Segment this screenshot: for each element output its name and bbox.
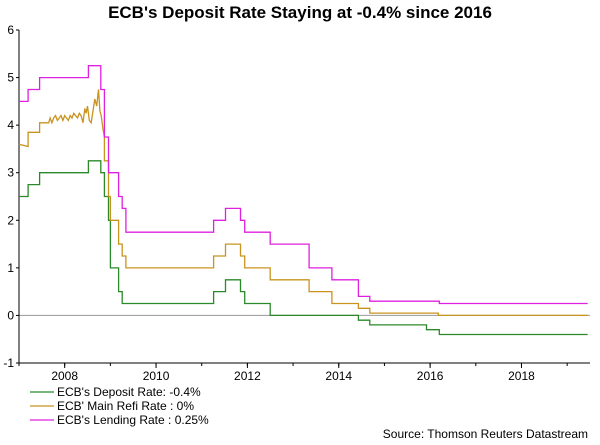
y-tick-label: 3 (7, 166, 14, 180)
source-note: Source: Thomson Reuters Datastream (382, 427, 588, 441)
x-tick-label: 2016 (417, 369, 444, 383)
y-tick-label: 1 (7, 261, 14, 275)
y-tick-label: 2 (7, 213, 14, 227)
series-line-1 (19, 160, 588, 336)
x-tick-label: 2014 (325, 369, 352, 383)
axes: -1 0 1 2 3 4 5 6 2008 2010 2012 2014 2016 2018 (3, 23, 590, 383)
y-tick-label: 0 (7, 308, 14, 322)
x-tick-label: 2018 (508, 369, 535, 383)
legend-label-1: ECB's Deposit Rate: -0.4% (57, 385, 201, 399)
legend-label-2: ECB' Main Refi Rate : 0% (57, 399, 194, 413)
y-tick-label: 5 (7, 71, 14, 85)
chart-title: ECB's Deposit Rate Staying at -0.4% sinc… (108, 3, 492, 22)
series-line-2 (18, 89, 588, 317)
x-tick-label: 2012 (234, 369, 261, 383)
series-line-3 (19, 65, 588, 305)
x-tick-label: 2008 (51, 369, 78, 383)
x-tick-label: 2010 (143, 369, 170, 383)
legend: ECB's Deposit Rate: -0.4%ECB' Main Refi … (30, 385, 209, 427)
series-layer (18, 65, 588, 336)
y-tick-label: 4 (7, 118, 14, 132)
y-tick-label: 6 (7, 23, 14, 37)
y-tick-label: -1 (3, 356, 14, 370)
legend-label-3: ECB's Lending Rate : 0.25% (57, 413, 209, 427)
